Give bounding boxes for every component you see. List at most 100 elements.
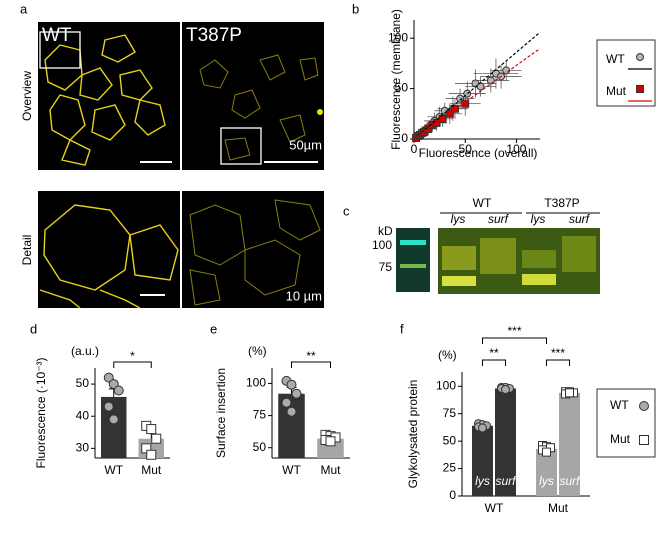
bar [559,392,580,496]
legend-label: Mut [606,84,627,98]
marker [325,436,336,447]
marker [639,401,649,411]
marker [108,379,119,390]
bar-label: surf [559,474,581,488]
unit-label: (%) [248,344,267,358]
y-tick-label: 0 [401,131,408,145]
marker [286,379,297,390]
fit-line [413,31,541,140]
unit-label: kD [378,224,393,238]
band [522,274,556,285]
scale-label: 10 µm [286,288,322,303]
panel-letter: d [30,321,37,336]
significance-label: ** [306,349,316,363]
band [400,264,426,268]
significance-label: *** [507,324,521,338]
marker [108,414,119,425]
bar-label: surf [495,474,517,488]
legend [596,39,656,107]
marker [103,372,114,383]
marker [146,449,157,460]
row-label: Overview [20,71,34,121]
band [522,250,556,268]
bar [472,425,493,496]
marker [461,99,470,108]
x-tick-label: Mut [141,463,162,477]
significance-bracket [546,359,570,366]
y-axis-label: Fluorescence (·10⁻³) [34,357,48,468]
significance-bracket [482,337,547,344]
significance-label: * [130,349,135,363]
panel-letter: a [20,1,28,16]
marker [103,401,114,412]
y-tick-label: 75 [253,408,267,422]
marker [286,406,297,417]
marker [478,423,487,433]
bar-label: lys [475,474,490,488]
x-tick-label: 50 [459,142,473,156]
significance-label: ** [489,346,499,360]
marker-lane [396,228,430,292]
unit-label: (a.u.) [71,344,99,358]
group-label: WT [473,196,492,210]
image [182,191,324,308]
y-axis-label: Fluorescence (membrane) [389,9,403,150]
x-tick-label: 100 [506,142,526,156]
legend-label: WT [606,52,625,66]
cell-outlines [189,199,321,306]
cell-outlines [44,34,166,166]
y-tick-label: 25 [443,461,457,475]
panel-letter: f [400,321,404,336]
marker [113,385,124,396]
marker [636,85,644,93]
lane-label: surf [488,212,510,226]
marker [639,435,649,445]
x-tick-label: 0 [411,142,418,156]
band [480,238,516,274]
column-label: T387P [186,25,242,46]
y-tick-label: 75 [443,406,457,420]
panel-letter: e [210,321,217,336]
significance-label: *** [551,346,565,360]
bar-label: lys [539,474,554,488]
row-label: Detail [20,235,34,266]
y-tick-label: 100 [246,376,266,390]
marker [565,388,574,398]
fit-line [413,47,541,140]
bar [536,448,557,496]
cell-outlines [39,204,179,309]
gel [396,212,600,294]
x-tick-label: Mut [548,501,569,515]
image [38,191,180,308]
marker [450,104,459,113]
x-tick-label: WT [104,463,123,477]
marker [445,109,454,118]
marker [151,433,162,444]
legend [596,388,656,458]
column-label: WT [42,25,72,46]
y-axis-label: Glykolysated protein [406,380,420,489]
inset-box [39,31,81,69]
marker [486,76,495,85]
significance-bracket [113,361,152,368]
cell-outlines [199,54,319,161]
cell [317,109,323,115]
y-axis-label: Surface insertion [214,368,228,458]
panel-letter: c [343,203,350,218]
y-tick-label: 40 [76,408,90,422]
y-tick-label: 100 [388,30,408,44]
x-tick-label: WT [485,501,504,515]
inset-box [220,127,262,165]
y-tick-label: 30 [76,441,90,455]
marker [636,53,644,61]
scale-label: 50µm [289,137,322,152]
marker-label: 75 [379,260,393,274]
marker [146,424,157,435]
y-tick-label: 50 [443,433,457,447]
marker-label: 100 [372,238,392,252]
y-tick-label: 50 [395,81,409,95]
band [562,236,596,272]
marker [291,388,302,399]
x-tick-label: WT [282,463,301,477]
legend-label: Mut [610,432,631,446]
